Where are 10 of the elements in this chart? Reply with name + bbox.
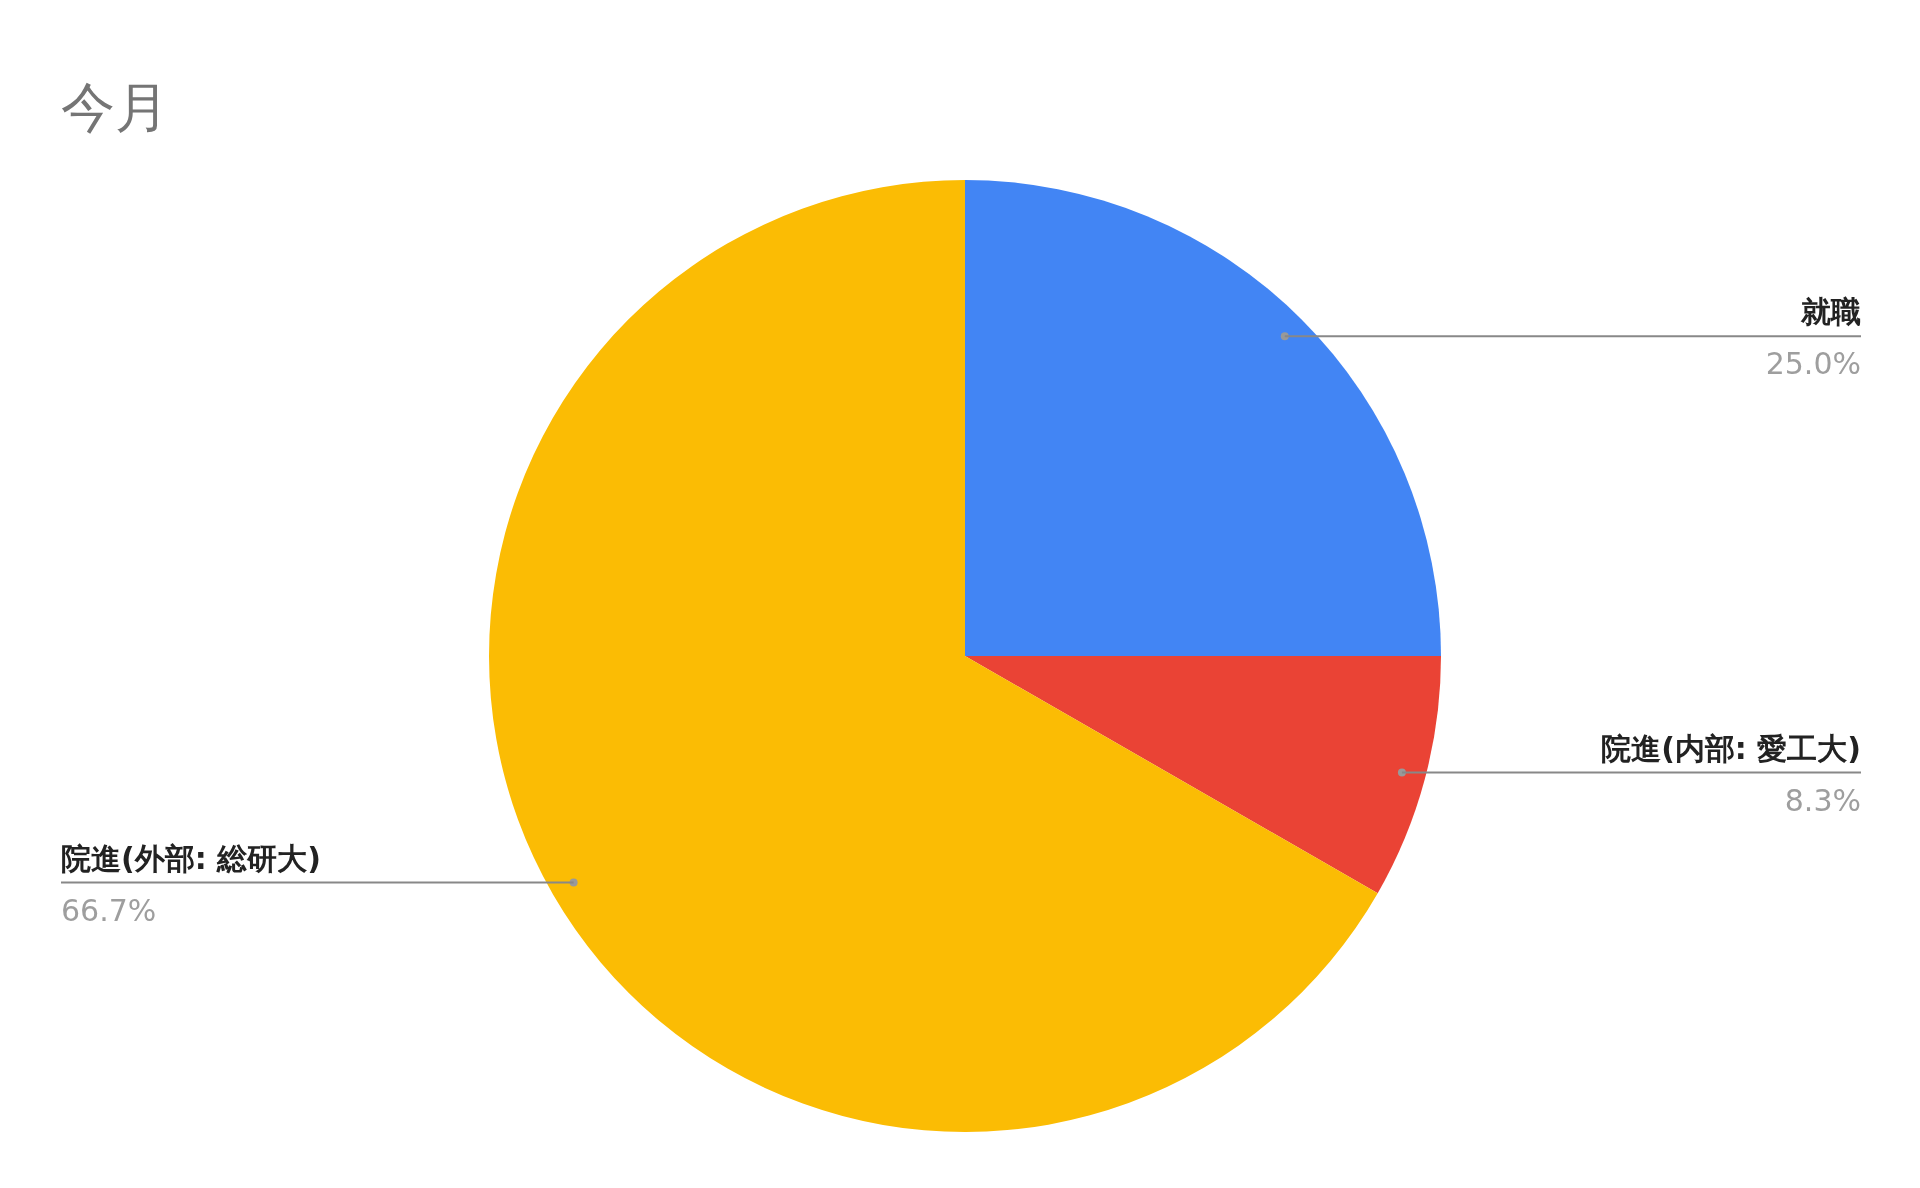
slice-label: 就職 [1800,294,1861,330]
pie-slice [489,180,1378,1132]
chart-title: 今月 [61,76,169,139]
data-label: 25.0% [1765,346,1861,382]
slice-label: 院進(内部: 愛工大) [1601,730,1861,766]
slice-label: 院進(外部: 総研大) [61,840,321,876]
pie-slice [965,180,1441,656]
data-label: 66.7% [61,892,157,928]
pie-slice [965,656,1441,894]
data-label: 8.3% [1784,782,1861,818]
